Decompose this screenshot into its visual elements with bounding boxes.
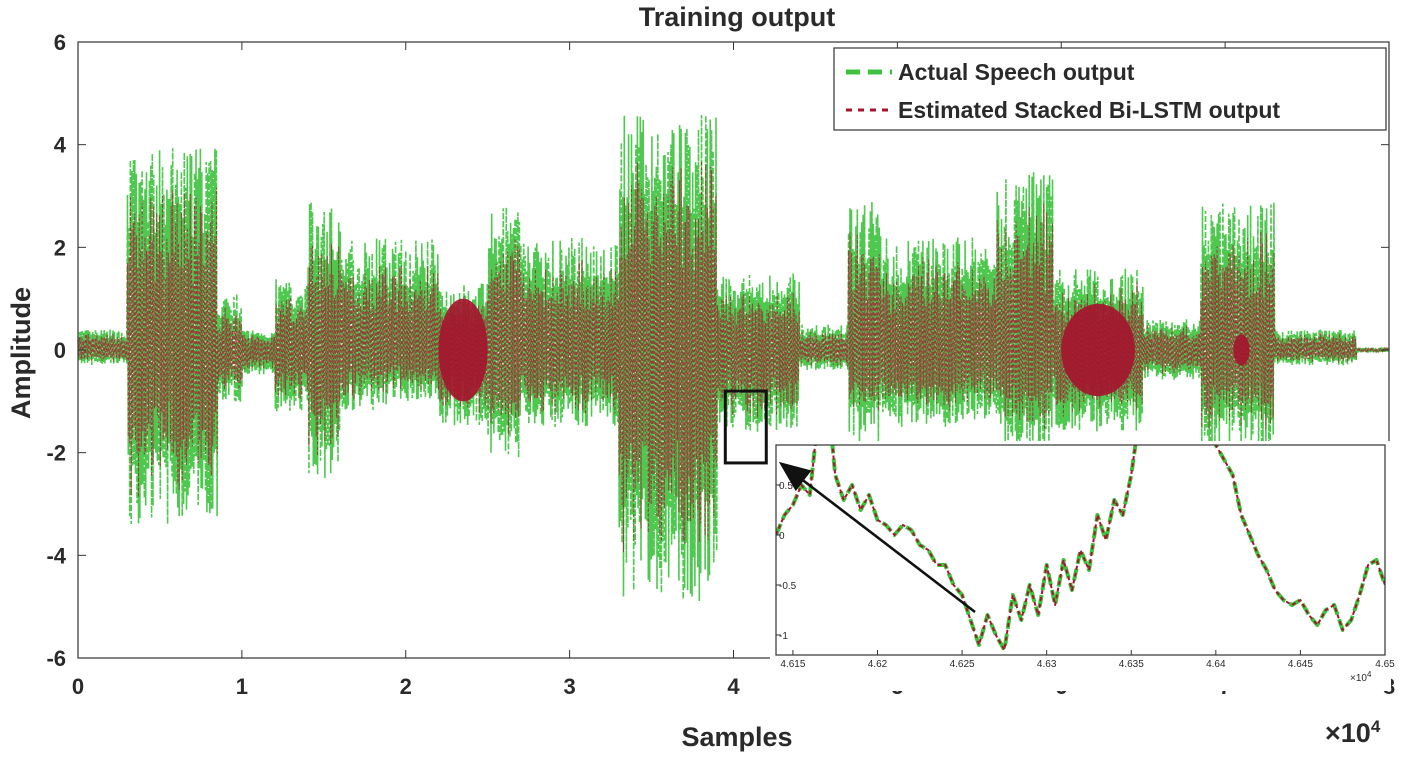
x-tick-label: 1 [236, 674, 248, 699]
dense-red-region [1061, 303, 1135, 397]
inset-x-tick-label: 4.64 [1206, 659, 1226, 670]
legend-box [833, 47, 1387, 131]
inset-y-tick-label: 0 [779, 531, 785, 542]
series-actual-speech [77, 115, 1390, 602]
x-tick-label: 0 [72, 674, 84, 699]
inset-multiplier-exponent: 4 [1367, 670, 1372, 679]
inset-multiplier-base: ×10 [1350, 673, 1367, 684]
inset-x-tick-label: 4.635 [1119, 659, 1144, 670]
legend-label: Actual Speech output [898, 59, 1135, 85]
inset-y-tick-label: -0.5 [779, 581, 797, 592]
x-axis-multiplier: ×104 [1325, 717, 1381, 748]
dense-red-region [438, 298, 488, 402]
inset-x-multiplier: ×104 [1350, 670, 1372, 684]
inset-x-tick-label: 4.62 [868, 659, 888, 670]
inset-x-tick-label: 4.625 [950, 659, 975, 670]
y-axis-label: Amplitude [6, 287, 36, 419]
y-tick-label: 6 [54, 30, 66, 55]
legend-label: Estimated Stacked Bi-LSTM output [898, 97, 1280, 123]
dense-red-region [1233, 334, 1250, 366]
inset-x-tick-label: 4.615 [780, 659, 805, 670]
y-tick-label: 0 [54, 338, 66, 363]
x-multiplier-exponent: 4 [1371, 717, 1381, 736]
inset-frame [775, 444, 1386, 656]
zoom-arrow [778, 461, 976, 614]
y-tick-label: 2 [54, 235, 66, 260]
inset-x-tick-label: 4.645 [1288, 659, 1313, 670]
x-tick-label: 3 [564, 674, 576, 699]
zoom-region-box [723, 389, 768, 465]
inset-lines [776, 445, 1385, 652]
inset-series-estimated [776, 445, 1385, 651]
y-tick-label: -6 [46, 646, 66, 671]
chart-title: Training output [639, 2, 835, 32]
series-estimated-bilstm [77, 160, 1390, 553]
inset-x-tick-label: 4.65 [1375, 659, 1395, 670]
x-axis-label: Samples [681, 722, 792, 752]
inset-y-tick-label: -1 [779, 631, 788, 642]
y-tick-label: 4 [54, 133, 67, 158]
y-tick-label: -2 [46, 441, 66, 466]
inset-background [770, 441, 1391, 691]
x-tick-label: 4 [727, 674, 740, 699]
x-multiplier-base: ×10 [1325, 718, 1371, 748]
inset-y-tick-label: 0.5 [779, 481, 793, 492]
inset-x-tick-label: 4.63 [1037, 659, 1057, 670]
x-tick-label: 2 [400, 674, 412, 699]
y-tick-label: -4 [46, 543, 66, 568]
